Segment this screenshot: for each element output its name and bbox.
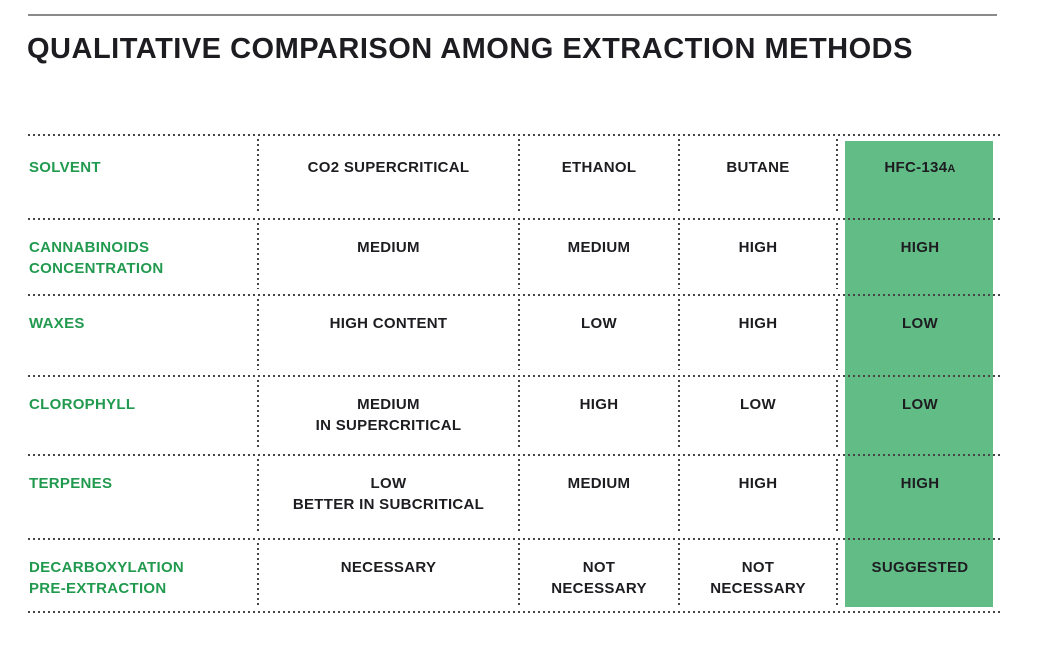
cell-co2: MEDIUM <box>257 218 519 294</box>
top-divider-rule <box>28 14 997 16</box>
cell-butane: NOT NECESSARY <box>678 538 837 611</box>
header-row: SOLVENT CO2 SUPERCRITICAL ETHANOL BUTANE… <box>28 134 1003 218</box>
cell-hfc: LOW <box>836 294 1003 375</box>
cell-butane: HIGH <box>678 218 837 294</box>
table-grid-line <box>28 134 1003 136</box>
row-label: CANNABINOIDS CONCENTRATION <box>29 239 164 277</box>
cell-co2: NECESSARY <box>257 538 519 611</box>
cell-hfc: HIGH <box>836 454 1003 538</box>
table-grid-line <box>28 538 1003 540</box>
row-label: CLOROPHYLL <box>29 396 136 413</box>
column-header-ethanol: ETHANOL <box>518 134 679 218</box>
column-header-co2-supercritical: CO2 SUPERCRITICAL <box>257 134 519 218</box>
cell-ethanol: HIGH <box>518 375 679 454</box>
cell-co2: LOW BETTER IN SUBCRITICAL <box>257 454 519 538</box>
cell-co2: HIGH CONTENT <box>257 294 519 375</box>
cell-hfc: HIGH <box>836 218 1003 294</box>
column-header-hfc-134a: HFC-134A <box>836 134 1003 218</box>
table-grid-line <box>28 454 1003 456</box>
table-grid-line <box>28 218 1003 220</box>
row-label: WAXES <box>29 315 85 332</box>
table-grid-line <box>28 375 1003 377</box>
cell-ethanol: MEDIUM <box>518 454 679 538</box>
cell-ethanol: NOT NECESSARY <box>518 538 679 611</box>
cell-butane: HIGH <box>678 294 837 375</box>
cell-co2: MEDIUM IN SUPERCRITICAL <box>257 375 519 454</box>
table-row-terpenes: TERPENES LOW BETTER IN SUBCRITICAL MEDIU… <box>28 454 1003 538</box>
cell-hfc: LOW <box>836 375 1003 454</box>
table-row-decarboxylation: DECARBOXYLATION PRE-EXTRACTION NECESSARY… <box>28 538 1003 611</box>
hfc-label-main: HFC-134 <box>884 159 948 176</box>
table-grid-line <box>28 294 1003 296</box>
cell-butane: LOW <box>678 375 837 454</box>
cell-ethanol: MEDIUM <box>518 218 679 294</box>
hfc-label-suffix: A <box>947 163 956 175</box>
comparison-table: SOLVENT CO2 SUPERCRITICAL ETHANOL BUTANE… <box>28 134 1003 613</box>
row-label: DECARBOXYLATION PRE-EXTRACTION <box>29 559 185 597</box>
table-row-cannabinoids: CANNABINOIDS CONCENTRATION MEDIUM MEDIUM… <box>28 218 1003 294</box>
table-grid-line <box>28 611 1003 613</box>
cell-hfc: SUGGESTED <box>836 538 1003 611</box>
column-header-butane: BUTANE <box>678 134 837 218</box>
page-title: QUALITATIVE COMPARISON AMONG EXTRACTION … <box>27 33 913 65</box>
cell-butane: HIGH <box>678 454 837 538</box>
table-row-clorophyll: CLOROPHYLL MEDIUM IN SUPERCRITICAL HIGH … <box>28 375 1003 454</box>
table-row-waxes: WAXES HIGH CONTENT LOW HIGH LOW <box>28 294 1003 375</box>
cell-ethanol: LOW <box>518 294 679 375</box>
header-label-solvent: SOLVENT <box>29 159 101 176</box>
row-label: TERPENES <box>29 475 113 492</box>
